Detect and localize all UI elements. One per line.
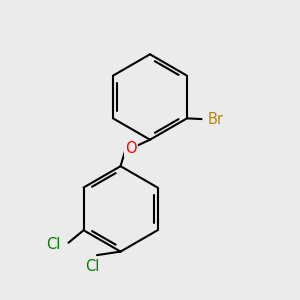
Text: Cl: Cl <box>46 237 60 252</box>
Text: O: O <box>125 141 137 156</box>
Text: Cl: Cl <box>85 259 100 274</box>
Text: Br: Br <box>207 112 224 127</box>
